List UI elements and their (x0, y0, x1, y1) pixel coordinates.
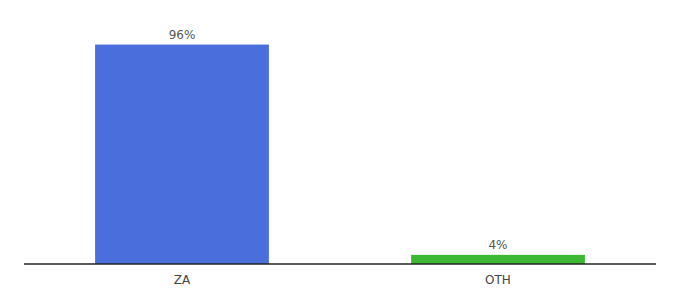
data-label: 96% (169, 28, 196, 42)
bars (95, 45, 585, 264)
x-tick-label: ZA (174, 273, 191, 287)
data-label: 4% (488, 238, 507, 252)
x-axis-line (24, 263, 656, 265)
x-axis: ZA OTH (24, 264, 656, 287)
chart-container: 96% 4% ZA OTH (0, 0, 680, 300)
chart-svg: 96% 4% ZA OTH (0, 0, 680, 300)
bar (411, 255, 585, 264)
data-labels: 96% 4% (169, 28, 508, 252)
bar (95, 45, 269, 264)
x-tick-label: OTH (485, 273, 511, 287)
